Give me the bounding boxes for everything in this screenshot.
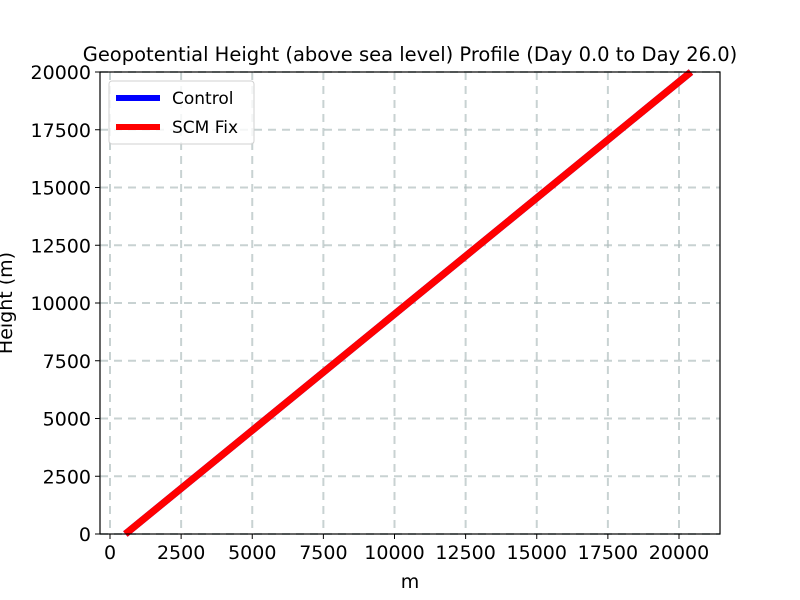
y-tick-label: 17500 bbox=[31, 120, 91, 142]
y-tick-label: 7500 bbox=[43, 351, 91, 373]
x-tick-label: 20000 bbox=[649, 542, 709, 564]
y-tick-label: 12500 bbox=[31, 235, 91, 257]
y-tick-label: 2500 bbox=[43, 466, 91, 488]
x-tick-label: 7500 bbox=[299, 542, 347, 564]
y-axis-label: Height (m) bbox=[0, 252, 17, 354]
x-tick-label: 0 bbox=[104, 542, 116, 564]
legend: Control SCM Fix bbox=[108, 80, 255, 145]
chart-title: Geopotential Height (above sea level) Pr… bbox=[82, 43, 738, 66]
x-tick-label: 10000 bbox=[364, 542, 424, 564]
x-tick-label: 15000 bbox=[507, 542, 567, 564]
x-axis-ticks: 0 2500 5000 7500 10000 12500 15000 17500 20000 bbox=[104, 534, 709, 564]
plot-series bbox=[123, 69, 694, 537]
x-tick-label: 2500 bbox=[157, 542, 205, 564]
series-line-scm-fix bbox=[123, 69, 694, 537]
legend-control-label: Control bbox=[172, 89, 233, 109]
y-tick-label: 15000 bbox=[31, 178, 91, 200]
y-tick-label: 20000 bbox=[31, 62, 91, 84]
y-tick-label: 5000 bbox=[43, 409, 91, 431]
x-axis-label: m bbox=[401, 571, 420, 593]
y-axis-ticks: 0 2500 5000 7500 10000 12500 15000 17500 20000 bbox=[31, 62, 100, 546]
x-tick-label: 5000 bbox=[228, 542, 276, 564]
y-tick-label: 10000 bbox=[31, 293, 91, 315]
x-tick-label: 12500 bbox=[435, 542, 495, 564]
x-tick-label: 17500 bbox=[578, 542, 638, 564]
y-tick-label: 0 bbox=[79, 524, 91, 546]
legend-scm-fix-label: SCM Fix bbox=[172, 118, 238, 138]
